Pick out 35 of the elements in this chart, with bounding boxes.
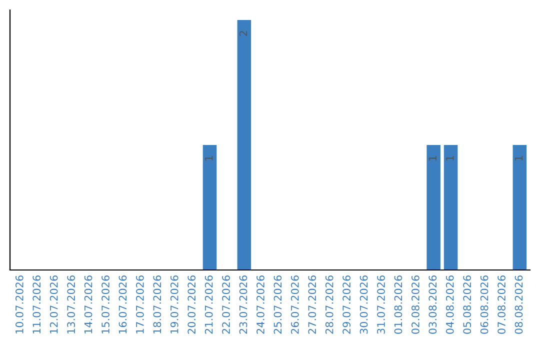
x-tick-label: 27.07.2026 — [308, 276, 316, 334]
data-label: 1 — [428, 156, 436, 161]
x-tick-label: 23.07.2026 — [239, 276, 248, 334]
x-tick-label: 19.07.2026 — [170, 276, 178, 334]
x-tick-label: 01.08.2026 — [394, 276, 402, 334]
x-tick-label: 21.07.2026 — [204, 276, 213, 334]
x-tick-label: 15.07.2026 — [102, 276, 110, 334]
x-tick-label: 07.08.2026 — [498, 276, 506, 334]
x-tick-label: 17.07.2026 — [136, 276, 144, 334]
x-tick-label: 11.07.2026 — [32, 276, 41, 334]
data-label: 1 — [446, 156, 454, 161]
x-tick-label: 12.07.2026 — [50, 276, 58, 334]
x-tick-label: 05.08.2026 — [463, 276, 472, 334]
x-tick-label: 25.07.2026 — [274, 276, 282, 334]
x-tick-label: 18.07.2026 — [153, 276, 162, 334]
x-tick-label: 06.08.2026 — [480, 276, 488, 334]
x-tick-label: 10.07.2026 — [15, 276, 24, 334]
x-tick-label: 14.07.2026 — [84, 276, 92, 334]
x-tick-label: 22.07.2026 — [222, 276, 230, 334]
data-label: 2 — [239, 31, 248, 36]
x-tick-label: 04.08.2026 — [446, 276, 454, 334]
data-label: 1 — [514, 156, 523, 161]
x-tick-label: 20.07.2026 — [188, 276, 196, 334]
x-tick-label: 26.07.2026 — [290, 276, 299, 334]
x-tick-label: 03.08.2026 — [428, 276, 437, 334]
x-tick-label: 30.07.2026 — [360, 276, 368, 334]
x-tick-label: 08.08.2026 — [514, 276, 523, 334]
x-tick-label: 16.07.2026 — [118, 276, 127, 334]
x-tick-label: 02.08.2026 — [412, 276, 420, 334]
x-tick-label: 31.07.2026 — [377, 276, 385, 334]
x-tick-label: 13.07.2026 — [67, 276, 76, 334]
x-tick-label: 28.07.2026 — [325, 276, 334, 334]
data-label: 1 — [205, 156, 213, 161]
x-tick-label: 29.07.2026 — [342, 276, 351, 334]
x-tick-label: 24.07.2026 — [256, 276, 264, 334]
